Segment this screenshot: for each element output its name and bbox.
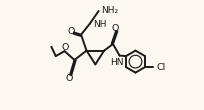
Text: O: O (111, 24, 118, 33)
Text: HN: HN (110, 58, 123, 67)
Text: O: O (65, 74, 73, 83)
Text: NH₂: NH₂ (101, 6, 118, 15)
Text: Cl: Cl (155, 63, 164, 72)
Text: O: O (67, 27, 74, 36)
Text: O: O (62, 43, 69, 52)
Text: NH: NH (93, 20, 106, 29)
